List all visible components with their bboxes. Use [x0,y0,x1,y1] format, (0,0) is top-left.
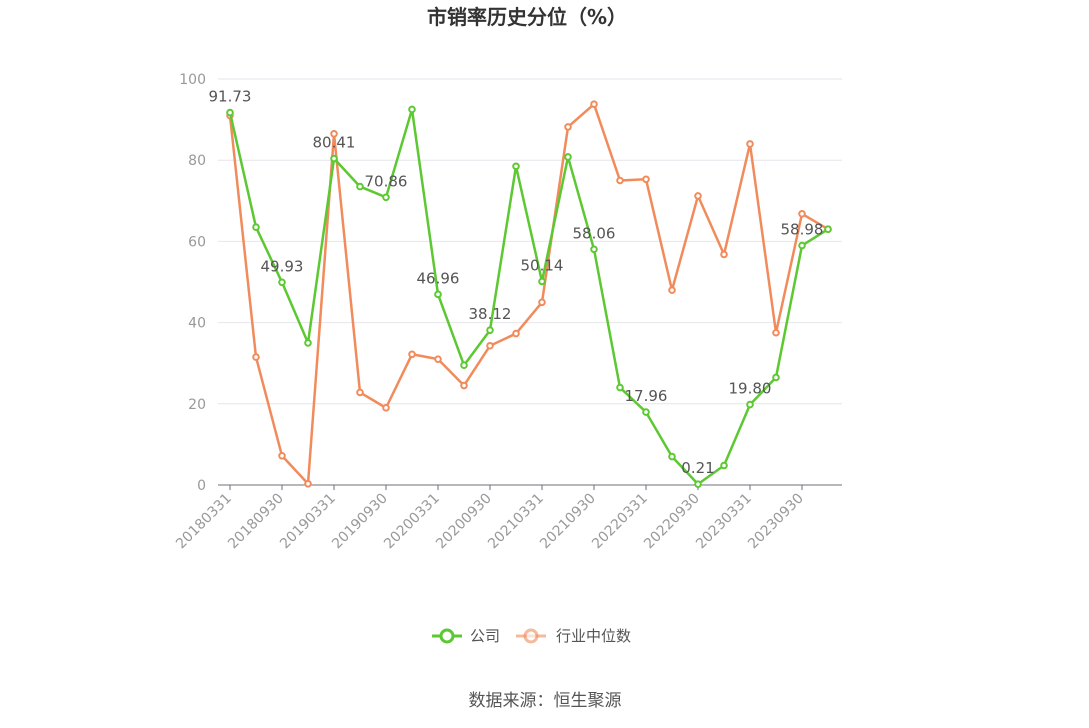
data-label: 19.80 [729,380,772,398]
company-point[interactable] [720,461,728,470]
legend-company-marker [439,628,455,644]
data-label: 50.14 [521,256,564,274]
data-label: 91.73 [209,88,252,106]
industry-point[interactable] [460,381,468,390]
industry-point[interactable] [668,286,676,294]
company-point[interactable] [512,162,520,171]
industry-point[interactable] [382,404,390,412]
data-label: 46.96 [417,269,460,287]
industry-point[interactable] [564,123,572,131]
legend[interactable]: 公司 行业中位数 [432,627,631,645]
industry-point[interactable] [772,328,780,337]
industry-point[interactable] [694,192,702,200]
data-labels: 91.73 49.93 80.41 70.86 46.96 38.12 50.14 58.06… [209,88,824,478]
industry-point[interactable] [590,100,598,108]
data-label: 58.98 [781,221,824,239]
legend-company-label: 公司 [470,627,500,645]
company-point[interactable] [226,108,234,117]
company-point[interactable] [746,400,754,409]
company-point[interactable] [564,153,572,161]
company-point[interactable] [252,223,260,231]
x-tick-label: 20180930 [225,491,287,553]
legend-industry-marker [523,628,539,644]
y-tick-label: 100 [179,72,206,88]
company-point[interactable] [590,245,598,254]
company-series-line [228,108,829,486]
company-point[interactable] [694,480,702,488]
company-point[interactable] [356,182,364,191]
company-point[interactable] [798,241,806,250]
company-point[interactable] [330,154,338,163]
x-tick-label: 20220331 [589,491,651,553]
series-lines [226,100,832,488]
data-label: 58.06 [573,224,616,242]
y-tick-label: 0 [197,478,206,494]
data-label: 17.96 [625,387,668,405]
industry-point[interactable] [616,176,624,185]
industry-point[interactable] [408,350,416,359]
industry-point[interactable] [746,140,754,148]
x-tick-label: 20210930 [537,491,599,553]
x-tick-label: 20180331 [173,491,235,553]
x-tick-label: 20200331 [381,491,443,553]
industry-point[interactable] [252,353,260,361]
industry-point[interactable] [512,329,520,338]
company-point[interactable] [434,290,442,299]
company-point[interactable] [486,326,494,335]
x-tick-label: 20190331 [277,491,339,553]
x-tick-label: 20210331 [485,491,547,553]
data-label: 80.41 [313,134,356,152]
x-tick-label: 20190930 [329,491,391,553]
y-tick-label: 80 [188,153,206,169]
industry-point[interactable] [356,388,364,397]
company-point[interactable] [460,361,468,370]
data-label: 49.93 [261,257,304,275]
y-tick-label: 20 [188,397,206,413]
data-label: 0.21 [681,459,714,477]
x-tick-label: 20220930 [641,491,703,553]
company-point[interactable] [668,452,676,461]
x-tick-label: 20200930 [433,491,495,553]
chart-title: 市销率历史分位（%） [427,5,627,29]
y-tick-label: 40 [188,316,206,332]
company-point[interactable] [772,373,780,382]
industry-point[interactable] [330,130,338,138]
industry-point[interactable] [486,341,494,350]
industry-point[interactable] [434,355,442,363]
industry-point[interactable] [278,451,286,460]
industry-point[interactable] [538,298,546,307]
legend-item-industry[interactable]: 行业中位数 [516,627,631,645]
industry-point[interactable] [798,209,806,218]
source-note: 数据来源：恒生聚源 [469,691,622,711]
grid [218,78,842,405]
company-point[interactable] [616,383,624,392]
industry-point[interactable] [642,175,650,184]
data-label: 38.12 [469,305,512,323]
company-point[interactable] [538,277,546,286]
industry-point[interactable] [304,479,312,488]
x-tick-label: 20230930 [745,491,807,553]
industry-point[interactable] [720,250,728,259]
company-point[interactable] [278,278,286,287]
company-point[interactable] [642,408,650,416]
industry-series-line [228,102,829,486]
data-label: 70.86 [365,172,408,190]
company-point[interactable] [824,225,832,234]
company-point[interactable] [304,339,312,347]
company-point[interactable] [408,105,416,114]
company-point[interactable] [382,193,390,202]
legend-industry-label: 行业中位数 [556,627,631,645]
y-tick-label: 60 [188,234,206,250]
x-tick-label: 20230331 [693,491,755,553]
legend-item-company[interactable]: 公司 [432,627,500,645]
